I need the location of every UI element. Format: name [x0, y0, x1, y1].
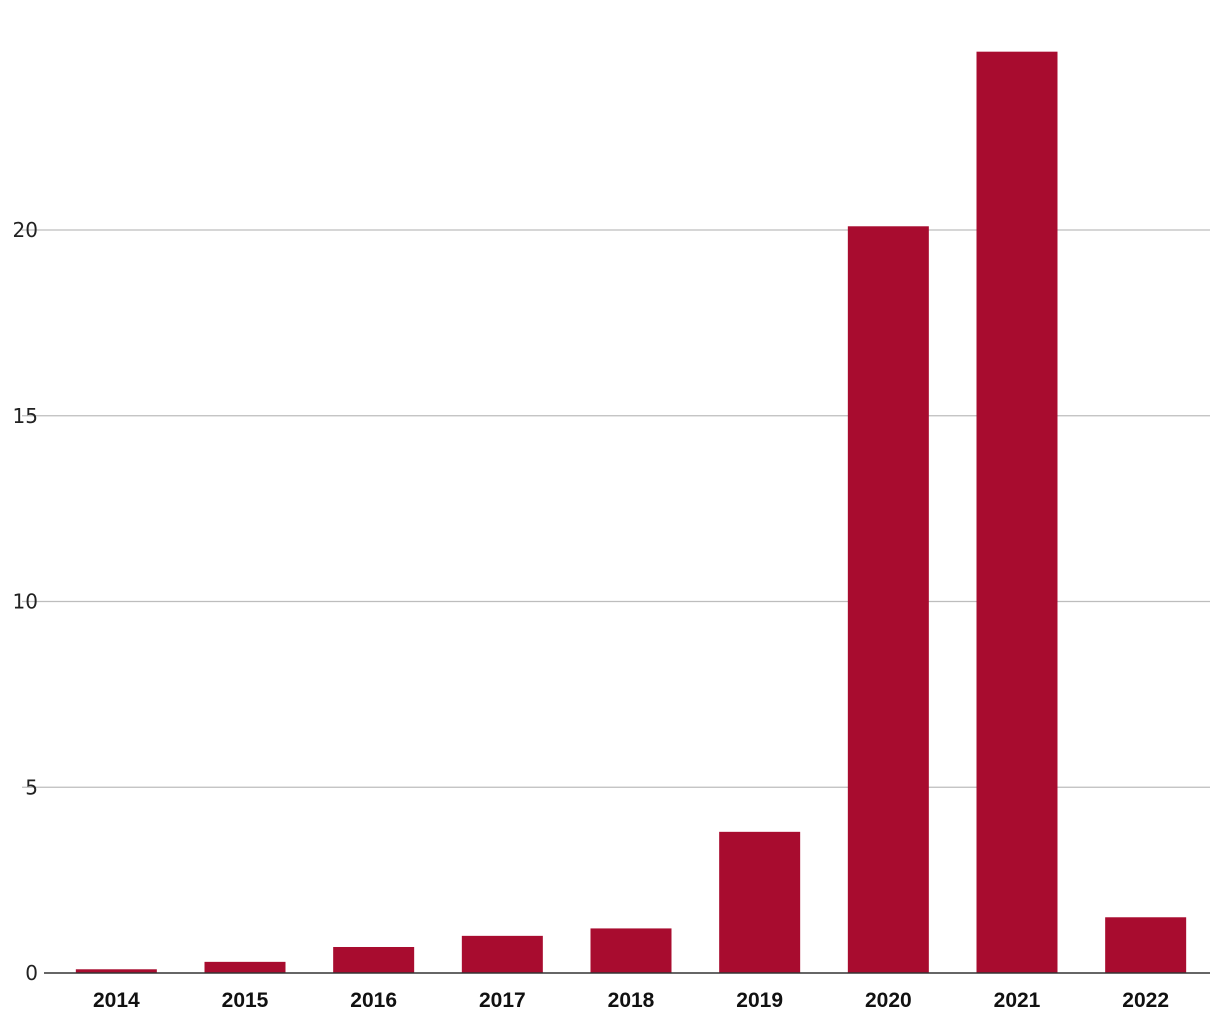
x-axis-tick-labels: 2014 2015 2016 2017 2018 2019 2020 2021 2022	[93, 989, 1169, 1012]
bar-2014	[75, 969, 157, 973]
x-tick-label: 2022	[1122, 989, 1169, 1012]
bar-2021	[976, 51, 1058, 974]
bar-2022	[1105, 917, 1187, 973]
bar-2016	[333, 946, 415, 973]
x-tick-label: 2014	[93, 989, 140, 1012]
x-tick-label: 2017	[479, 989, 526, 1012]
bars	[75, 51, 1187, 974]
bar-2020	[847, 226, 929, 973]
y-tick-label: 20	[13, 218, 38, 242]
bar-2015	[204, 961, 286, 973]
x-tick-label: 2015	[222, 989, 269, 1012]
bar-2018	[590, 928, 672, 973]
y-tick-label: 10	[13, 590, 38, 614]
x-tick-label: 2018	[608, 989, 655, 1012]
y-tick-label: 5	[25, 775, 38, 799]
y-tick-label: 0	[25, 961, 38, 985]
x-tick-label: 2019	[736, 989, 783, 1012]
y-axis-tick-labels: 0 5 10 15 20	[13, 218, 38, 985]
bar-2017	[461, 935, 543, 973]
x-tick-label: 2021	[994, 989, 1041, 1012]
x-tick-label: 2020	[865, 989, 912, 1012]
y-tick-label: 15	[13, 404, 38, 428]
x-tick-label: 2016	[350, 989, 397, 1012]
bar-2019	[719, 831, 801, 973]
